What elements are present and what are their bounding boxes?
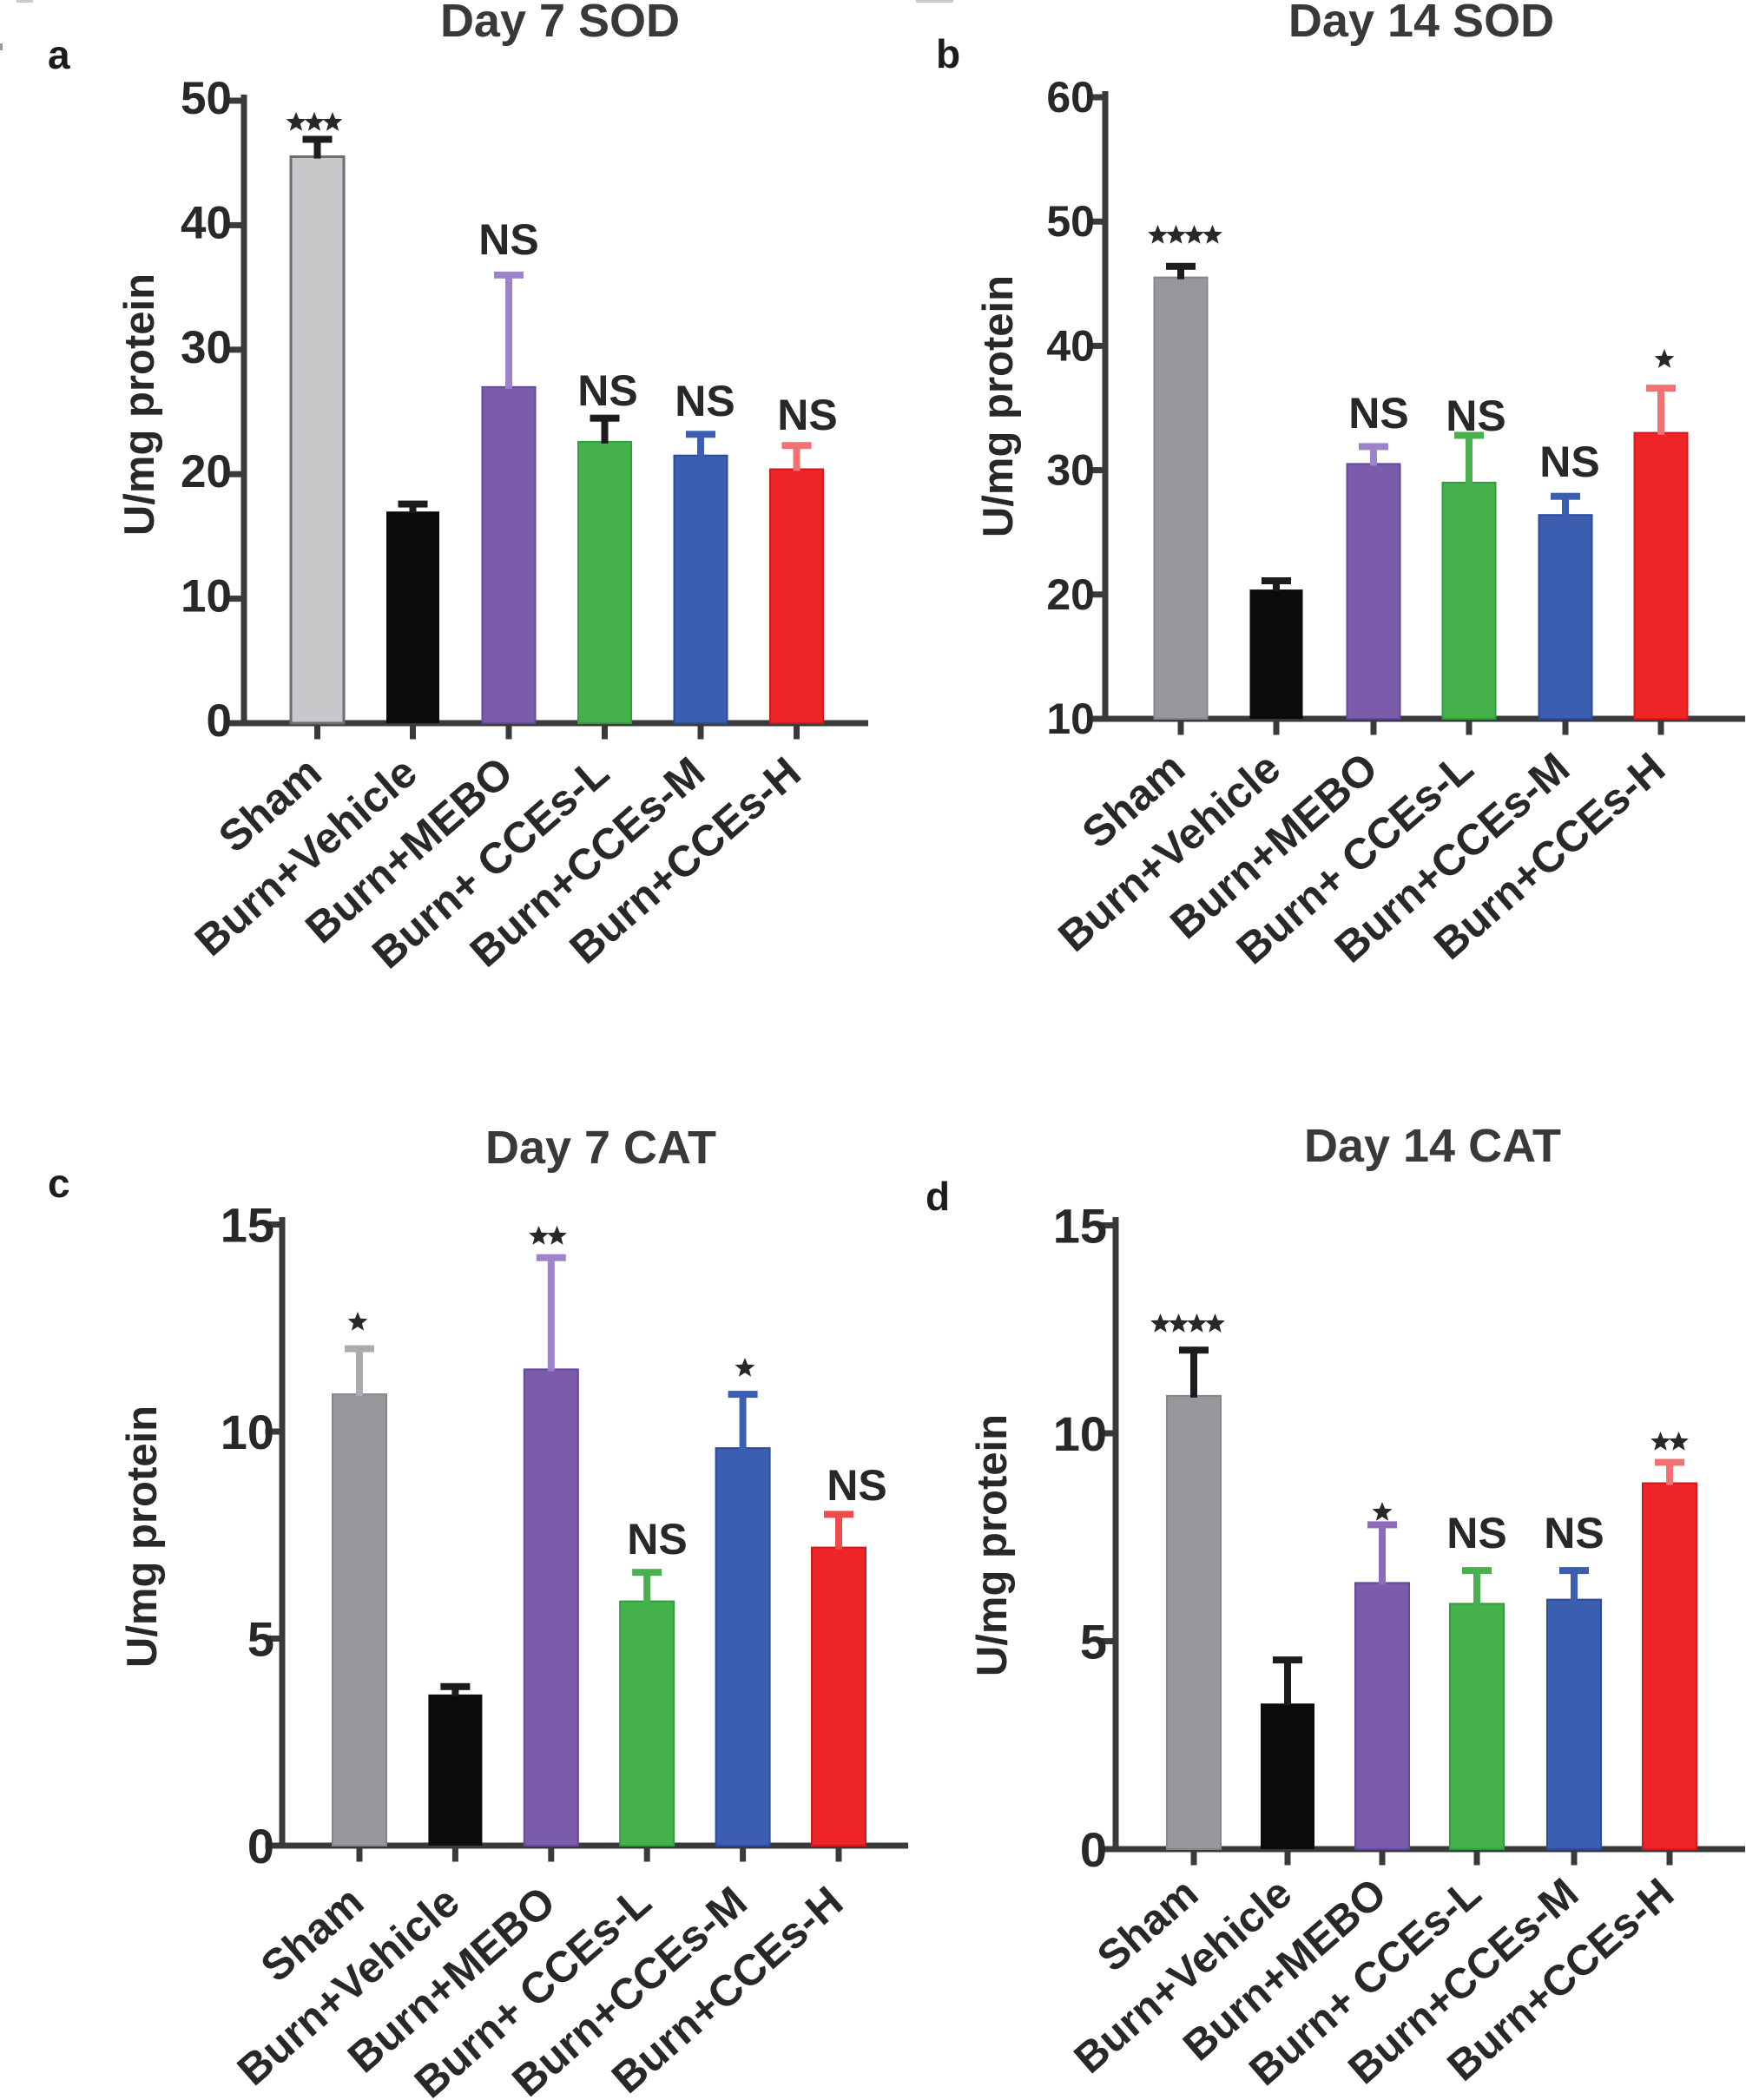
svg-text:Day 7 SOD: Day 7 SOD [440, 0, 680, 47]
svg-text:0: 0 [207, 695, 232, 747]
svg-text:20: 20 [181, 446, 232, 497]
svg-text:NS: NS [1544, 1509, 1604, 1557]
svg-text:U/mg protein: U/mg protein [969, 1414, 1016, 1676]
svg-text:15: 15 [1053, 1199, 1107, 1254]
svg-text:NS: NS [1539, 438, 1599, 486]
svg-text:NS: NS [1348, 389, 1408, 438]
svg-text:50: 50 [1046, 197, 1095, 246]
svg-text:20: 20 [1046, 570, 1095, 619]
svg-text:b: b [936, 31, 960, 76]
svg-text:5: 5 [247, 1612, 274, 1667]
svg-text:10: 10 [181, 571, 232, 622]
svg-text:NS: NS [1446, 1509, 1506, 1557]
svg-text:15: 15 [221, 1198, 274, 1253]
svg-text:NS: NS [777, 391, 837, 439]
svg-text:10: 10 [1046, 695, 1095, 743]
svg-text:0: 0 [247, 1819, 274, 1873]
svg-text:a: a [48, 32, 70, 77]
svg-text:U/mg protein: U/mg protein [119, 1405, 166, 1668]
svg-text:U/mg protein: U/mg protein [975, 275, 1022, 537]
svg-text:60: 60 [1046, 73, 1095, 122]
svg-text:U/mg protein: U/mg protein [116, 273, 163, 536]
svg-text:d: d [926, 1174, 950, 1219]
svg-text:NS: NS [675, 377, 735, 425]
svg-text:NS: NS [627, 1515, 687, 1563]
svg-text:30: 30 [181, 322, 232, 373]
svg-text:10: 10 [1053, 1406, 1107, 1461]
svg-text:NS: NS [827, 1461, 886, 1510]
svg-text:50: 50 [181, 73, 232, 124]
svg-text:Day 14 SOD: Day 14 SOD [1288, 0, 1554, 47]
svg-text:0: 0 [1080, 1822, 1107, 1877]
svg-text:NS: NS [1446, 392, 1506, 440]
svg-text:40: 40 [1046, 321, 1095, 370]
svg-text:Day 14 CAT: Day 14 CAT [1304, 1120, 1561, 1172]
svg-text:c: c [48, 1161, 70, 1206]
svg-text:5: 5 [1080, 1615, 1107, 1669]
svg-text:NS: NS [577, 366, 637, 415]
svg-text:Day 7 CAT: Day 7 CAT [485, 1122, 716, 1174]
svg-text:30: 30 [1046, 446, 1095, 495]
svg-text:10: 10 [221, 1405, 274, 1459]
svg-text:40: 40 [181, 197, 232, 248]
svg-text:NS: NS [478, 215, 538, 264]
